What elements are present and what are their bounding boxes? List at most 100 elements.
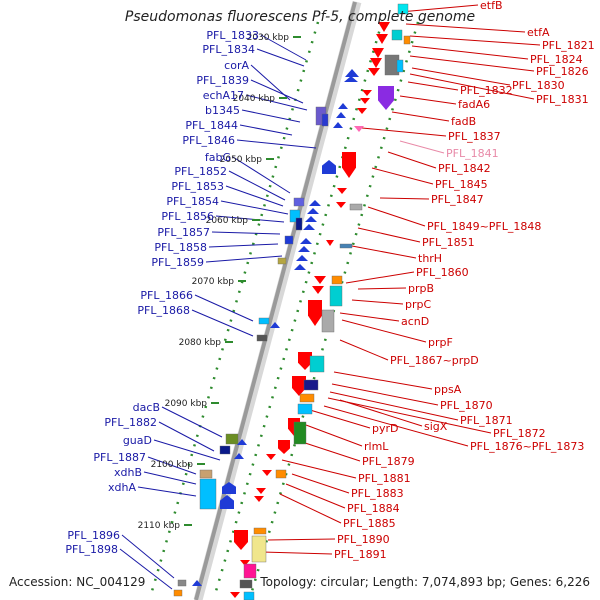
minus-gene-feature[interactable] xyxy=(299,393,315,403)
minus-gene-feature[interactable] xyxy=(253,527,267,535)
gene-label-right[interactable]: PFL_1831 xyxy=(536,93,589,106)
minus-gene-feature[interactable] xyxy=(309,355,325,373)
plus-gene-feature[interactable] xyxy=(300,238,312,244)
minus-gene-feature[interactable] xyxy=(256,488,266,494)
minus-gene-feature[interactable] xyxy=(243,563,257,579)
plus-gene-feature[interactable] xyxy=(307,208,319,214)
gene-label-left[interactable]: PFL_1868 xyxy=(137,304,190,317)
gene-label-left[interactable]: PFL_1846 xyxy=(182,134,235,147)
gene-label-right[interactable]: PFL_1824 xyxy=(530,53,583,66)
minus-gene-feature[interactable] xyxy=(362,90,372,96)
plus-gene-feature[interactable] xyxy=(298,246,310,252)
gene-label-right[interactable]: PFL_1826 xyxy=(536,65,589,78)
minus-gene-feature[interactable] xyxy=(376,34,388,44)
minus-gene-feature[interactable] xyxy=(303,379,319,391)
minus-gene-feature[interactable] xyxy=(391,29,403,41)
minus-gene-feature[interactable] xyxy=(239,579,253,589)
minus-gene-feature[interactable] xyxy=(357,108,367,114)
gene-label-left[interactable]: PFL_1856 xyxy=(161,210,214,223)
minus-gene-feature[interactable] xyxy=(339,243,353,249)
gene-label-left[interactable]: PFL_1866 xyxy=(140,289,193,302)
minus-gene-feature[interactable] xyxy=(297,403,313,415)
gene-label-left[interactable]: dacB xyxy=(133,401,160,414)
gene-label-right[interactable]: pyrD xyxy=(372,422,399,435)
gene-label-right[interactable]: rlmL xyxy=(364,440,389,453)
gene-label-right[interactable]: ppsA xyxy=(434,383,462,396)
gene-label-left[interactable]: PFL_1854 xyxy=(166,195,219,208)
minus-gene-feature[interactable] xyxy=(292,376,306,396)
plus-gene-feature[interactable] xyxy=(277,257,287,265)
minus-gene-feature[interactable] xyxy=(293,421,307,445)
plus-gene-feature[interactable] xyxy=(258,317,270,325)
gene-label-left[interactable]: corA xyxy=(224,59,249,72)
gene-label-right[interactable]: prpB xyxy=(408,282,434,295)
plus-gene-feature[interactable] xyxy=(220,495,234,509)
gene-label-left[interactable]: PFL_1898 xyxy=(65,543,118,556)
gene-label-left[interactable]: PFL_1857 xyxy=(157,226,210,239)
plus-gene-feature[interactable] xyxy=(177,579,187,587)
plus-gene-feature[interactable] xyxy=(321,113,329,127)
plus-gene-feature[interactable] xyxy=(309,200,321,206)
gene-label-right[interactable]: PFL_1860 xyxy=(416,266,469,279)
plus-gene-feature[interactable] xyxy=(336,112,346,118)
gene-label-right[interactable]: PFL_1879 xyxy=(362,455,415,468)
gene-label-left[interactable]: PFL_1834 xyxy=(202,43,255,56)
gene-label-right[interactable]: etfA xyxy=(527,26,550,39)
gene-label-right[interactable]: fadB xyxy=(451,115,476,128)
gene-label-right[interactable]: PFL_1876~PFL_1873 xyxy=(470,440,584,453)
minus-gene-feature[interactable] xyxy=(368,68,380,76)
gene-label-left[interactable]: guaD xyxy=(123,434,152,447)
plus-gene-feature[interactable] xyxy=(270,322,280,328)
gene-label-right[interactable]: PFL_1884 xyxy=(347,502,400,515)
gene-label-left[interactable]: PFL_1833 xyxy=(206,29,259,42)
gene-label-right[interactable]: PFL_1837 xyxy=(448,130,501,143)
minus-gene-feature[interactable] xyxy=(314,276,326,284)
minus-gene-feature[interactable] xyxy=(230,592,240,598)
minus-gene-feature[interactable] xyxy=(308,300,322,326)
gene-label-right[interactable]: prpF xyxy=(428,336,453,349)
minus-gene-feature[interactable] xyxy=(378,22,390,32)
plus-gene-feature[interactable] xyxy=(256,334,268,342)
plus-gene-feature[interactable] xyxy=(284,235,294,245)
gene-label-left[interactable]: PFL_1896 xyxy=(67,529,120,542)
minus-gene-feature[interactable] xyxy=(396,59,404,73)
gene-label-right[interactable]: PFL_1847 xyxy=(431,193,484,206)
gene-label-left[interactable]: PFL_1853 xyxy=(171,180,224,193)
plus-gene-feature[interactable] xyxy=(294,264,306,270)
plus-gene-feature[interactable] xyxy=(305,216,317,222)
gene-label-left[interactable]: xdhB xyxy=(114,466,142,479)
minus-gene-feature[interactable] xyxy=(336,202,346,208)
gene-label-right[interactable]: PFL_1870 xyxy=(440,399,493,412)
gene-label-right[interactable]: PFL_1872 xyxy=(493,427,546,440)
plus-gene-feature[interactable] xyxy=(173,589,183,597)
minus-gene-feature[interactable] xyxy=(275,469,287,479)
gene-label-right[interactable]: PFL_1883 xyxy=(351,487,404,500)
minus-gene-feature[interactable] xyxy=(331,275,343,285)
plus-gene-feature[interactable] xyxy=(293,197,305,207)
minus-gene-feature[interactable] xyxy=(298,352,312,370)
plus-gene-feature[interactable] xyxy=(303,224,315,230)
minus-gene-feature[interactable] xyxy=(278,440,290,454)
gene-label-right[interactable]: PFL_1890 xyxy=(337,533,390,546)
gene-label-right[interactable]: thrH xyxy=(418,252,442,265)
minus-gene-feature[interactable] xyxy=(312,286,324,294)
minus-gene-feature[interactable] xyxy=(321,309,335,333)
gene-label-left[interactable]: PFL_1852 xyxy=(174,165,227,178)
minus-gene-feature[interactable] xyxy=(372,48,384,58)
minus-gene-feature[interactable] xyxy=(234,530,248,550)
minus-gene-feature[interactable] xyxy=(251,535,267,563)
gene-label-right[interactable]: PFL_1832 xyxy=(460,84,513,97)
gene-label-right[interactable]: PFL_1849~PFL_1848 xyxy=(427,220,541,233)
minus-gene-feature[interactable] xyxy=(266,454,276,460)
plus-gene-feature[interactable] xyxy=(296,255,308,261)
plus-gene-feature[interactable] xyxy=(345,69,359,77)
plus-gene-feature[interactable] xyxy=(222,482,236,494)
gene-label-right[interactable]: PFL_1851 xyxy=(422,236,475,249)
plus-gene-feature[interactable] xyxy=(289,209,301,223)
gene-label-right[interactable]: fadA6 xyxy=(458,98,490,111)
gene-label-right[interactable]: PFL_1821 xyxy=(542,39,595,52)
minus-gene-feature[interactable] xyxy=(329,285,343,307)
gene-label-left[interactable]: PFL_1844 xyxy=(185,119,238,132)
gene-label-right[interactable]: etfB xyxy=(480,0,503,12)
minus-gene-feature[interactable] xyxy=(254,496,264,502)
